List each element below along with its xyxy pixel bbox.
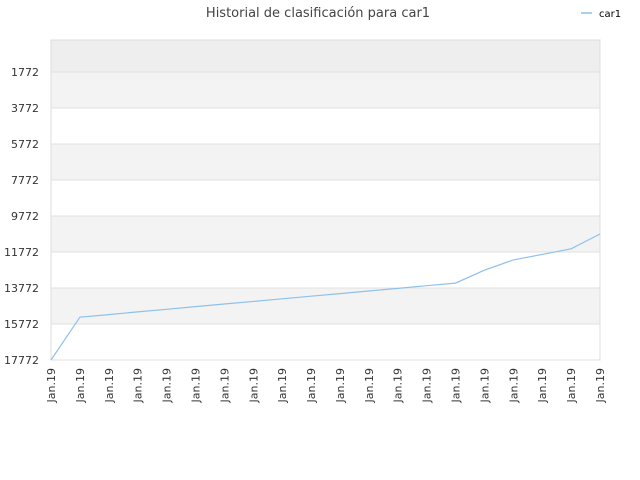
y-tick-label: 3772 [11,102,39,115]
x-tick-label: Jan.19 [450,368,463,403]
x-tick-label: Jan.19 [218,368,231,403]
x-tick-label: Jan.19 [421,368,434,403]
x-tick-label: Jan.19 [334,368,347,403]
band [51,108,600,145]
band [51,288,600,325]
y-tick-label: 17772 [4,354,39,367]
x-tick-label: Jan.19 [189,368,202,403]
x-tick-label: Jan.19 [507,368,520,403]
x-tick-label: Jan.19 [276,368,289,403]
x-tick-label: Jan.19 [305,368,318,403]
x-tick-label: Jan.19 [132,368,145,403]
x-tick-label: Jan.19 [565,368,578,403]
y-tick-label: 13772 [4,282,39,295]
band [51,324,600,360]
y-tick-label: 11772 [4,246,39,259]
line [50,233,601,361]
x-tick-label: Jan.19 [594,368,607,403]
band [51,216,600,253]
x-tick-label: Jan.19 [363,368,376,403]
band [51,72,600,109]
y-tick-label: 15772 [4,318,39,331]
x-tick-label: Jan.19 [247,368,260,403]
x-tick-label: Jan.19 [478,368,491,403]
y-tick-label: 1772 [11,66,39,79]
x-tick-label: Jan.19 [161,368,174,403]
chart-title: Historial de clasificación para car1 [206,6,430,21]
x-tick-label: Jan.19 [536,368,549,403]
y-tick-label: 9772 [11,210,39,223]
y-tick-label: 7772 [11,174,39,187]
x-tick-label: Jan.19 [392,368,405,403]
band [51,40,600,73]
x-tick-label: Jan.19 [74,368,87,403]
legend-label: car1 [599,9,621,20]
band [51,144,600,181]
band [51,252,600,289]
y-tick-label: 5772 [11,138,39,151]
x-tick-label: Jan.19 [103,368,116,403]
band [51,180,600,217]
x-tick-label: Jan.19 [45,368,58,403]
